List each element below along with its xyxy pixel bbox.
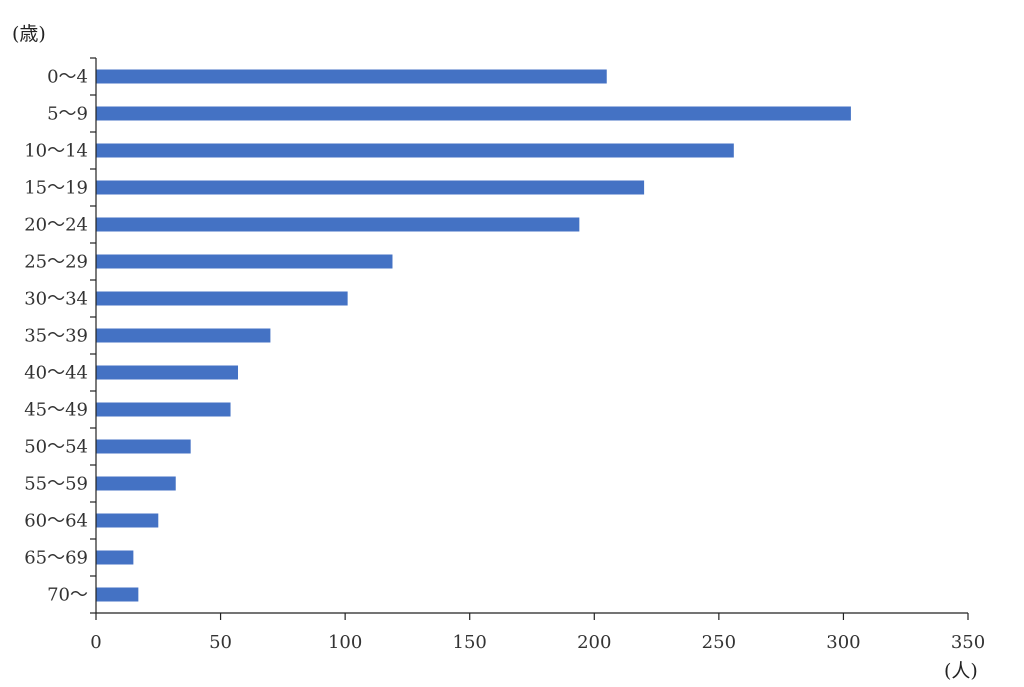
- y-tick-label: 70～: [47, 585, 88, 606]
- bar-2: [96, 143, 734, 158]
- y-tick-label: 0～4: [47, 67, 88, 88]
- y-tick-label: 65～69: [24, 548, 88, 569]
- axes-layer: [90, 57, 969, 620]
- bar-0: [96, 69, 607, 84]
- y-tick-label: 60～64: [24, 511, 88, 532]
- y-axis-unit-label: (歳): [12, 23, 46, 45]
- bar-5: [96, 254, 393, 269]
- y-tick-label: 25～29: [24, 252, 88, 273]
- bar-3: [96, 180, 645, 195]
- bar-9: [96, 402, 231, 417]
- bar-8: [96, 365, 239, 380]
- bar-4: [96, 217, 580, 232]
- bar-13: [96, 550, 134, 565]
- y-tick-label: 35～39: [24, 326, 88, 347]
- x-tick-label: 150: [453, 632, 487, 653]
- bar-12: [96, 513, 159, 528]
- bar-7: [96, 328, 271, 343]
- x-tick-label: 300: [826, 632, 860, 653]
- y-tick-label: 55～59: [24, 474, 88, 495]
- x-tick-label: 200: [577, 632, 611, 653]
- bar-14: [96, 587, 139, 602]
- y-tick-label: 50～54: [24, 437, 88, 458]
- y-tick-label: 10～14: [24, 141, 88, 162]
- bar-11: [96, 476, 176, 491]
- x-tick-label: 250: [702, 632, 736, 653]
- y-tick-label: 45～49: [24, 400, 88, 421]
- bar-6: [96, 291, 348, 306]
- y-tick-label: 30～34: [24, 289, 88, 310]
- bar-1: [96, 106, 851, 121]
- x-axis-unit-label: (人): [944, 660, 978, 682]
- ticks-layer: 0～4 5～9 10～14 15～19 20～24 25～29 30～34 35～39 40～4…: [24, 67, 985, 654]
- y-tick-label: 15～19: [24, 178, 88, 199]
- x-tick-label: 0: [90, 632, 101, 653]
- x-tick-label: 350: [951, 632, 985, 653]
- y-tick-label: 40～44: [24, 363, 88, 384]
- x-tick-label: 100: [328, 632, 362, 653]
- bars-layer: [96, 69, 851, 602]
- y-tick-label: 20～24: [24, 215, 88, 236]
- x-tick-label: 50: [209, 632, 232, 653]
- y-tick-label: 5～9: [47, 104, 88, 125]
- bar-10: [96, 439, 191, 454]
